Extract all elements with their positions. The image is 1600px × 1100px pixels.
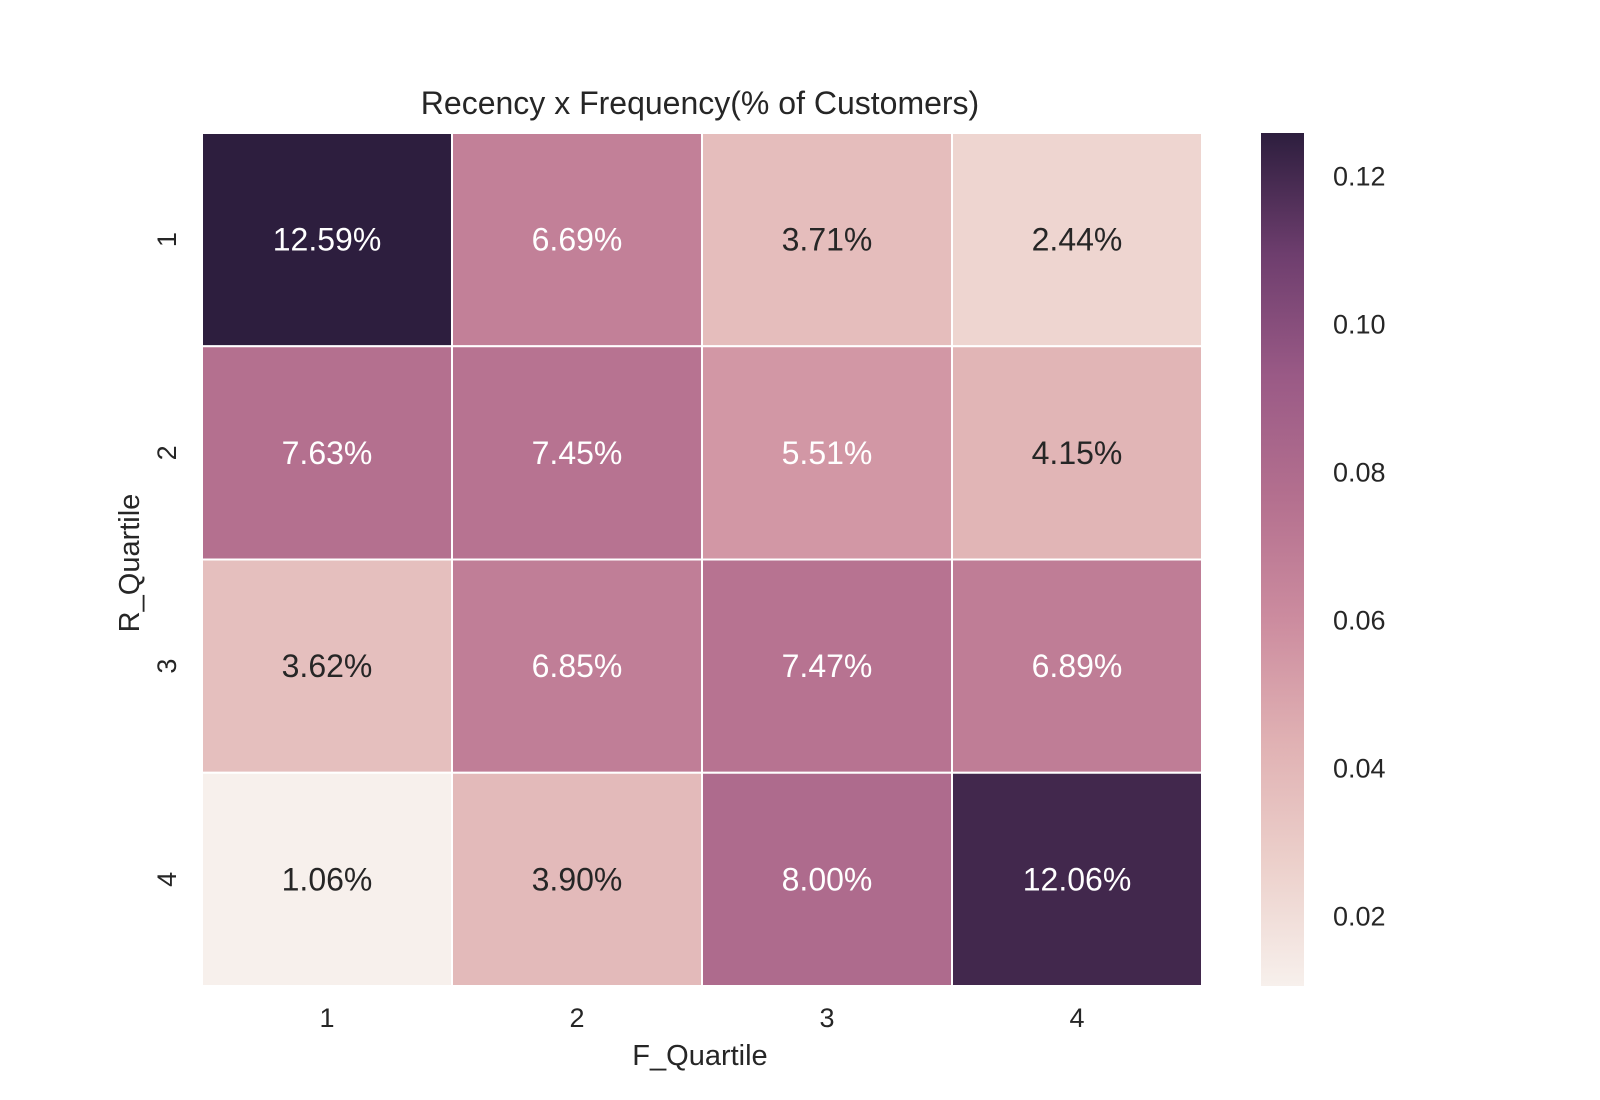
cell-value-label: 3.90%: [532, 861, 623, 897]
y-tick-label: 2: [152, 445, 182, 460]
heatmap-cell: [201, 345, 453, 561]
heatmap-cell: [951, 132, 1203, 348]
heatmap-cell: [951, 345, 1203, 561]
cell-value-label: 6.89%: [1032, 648, 1123, 684]
heatmap-cell: [451, 345, 703, 561]
chart-title: Recency x Frequency(% of Customers): [421, 85, 979, 121]
heatmap-cell: [951, 558, 1203, 774]
heatmap-cell: [951, 771, 1203, 987]
colorbar-tick-label: 0.04: [1333, 753, 1386, 783]
cell-value-label: 3.71%: [782, 222, 873, 258]
x-axis-ticks: 1 2 3 4: [319, 1003, 1084, 1033]
heatmap-cell: [201, 132, 453, 348]
heatmap-cell: [451, 771, 703, 987]
y-axis-label: R_Quartile: [114, 494, 146, 633]
colorbar-ticks: 0.02 0.04 0.06 0.08 0.10 0.12: [1333, 162, 1386, 932]
y-axis-ticks: 1 2 3 4: [152, 232, 182, 887]
cell-value-label: 4.15%: [1032, 435, 1123, 471]
x-tick-label: 3: [819, 1003, 834, 1033]
colorbar-tick-label: 0.08: [1333, 458, 1386, 488]
y-tick-label: 3: [152, 659, 182, 674]
colorbar-tick-label: 0.12: [1333, 162, 1386, 192]
cell-value-label: 7.45%: [532, 435, 623, 471]
cell-value-label: 8.00%: [782, 861, 873, 897]
cell-value-label: 12.06%: [1023, 861, 1132, 897]
x-tick-label: 2: [569, 1003, 584, 1033]
colorbar: 0.02 0.04 0.06 0.08 0.10 0.12: [1261, 133, 1386, 986]
x-tick-label: 1: [319, 1003, 334, 1033]
colorbar-tick-label: 0.02: [1333, 901, 1386, 931]
x-axis-label: F_Quartile: [632, 1040, 767, 1072]
heatmap-cells: 12.59% 6.69% 3.71% 2.44% 7.63% 7.45% 5.51% 4.15…: [201, 132, 1203, 987]
colorbar-gradient: [1261, 133, 1304, 986]
cell-value-label: 6.69%: [532, 222, 623, 258]
cell-value-label: 12.59%: [273, 222, 382, 258]
colorbar-tick-label: 0.10: [1333, 310, 1386, 340]
heatmap-cell: [201, 771, 453, 987]
y-tick-label: 1: [152, 232, 182, 247]
cell-value-label: 5.51%: [782, 435, 873, 471]
x-tick-label: 4: [1069, 1003, 1084, 1033]
cell-value-label: 7.63%: [282, 435, 373, 471]
cell-value-label: 3.62%: [282, 648, 373, 684]
cell-value-label: 7.47%: [782, 648, 873, 684]
cell-value-label: 2.44%: [1032, 222, 1123, 258]
heatmap-cell: [701, 771, 953, 987]
colorbar-tick-label: 0.06: [1333, 606, 1386, 636]
heatmap-cell: [701, 132, 953, 348]
cell-value-label: 6.85%: [532, 648, 623, 684]
cell-value-label: 1.06%: [282, 861, 373, 897]
heatmap-cell: [451, 132, 703, 348]
y-tick-label: 4: [152, 872, 182, 887]
heatmap-cell: [451, 558, 703, 774]
